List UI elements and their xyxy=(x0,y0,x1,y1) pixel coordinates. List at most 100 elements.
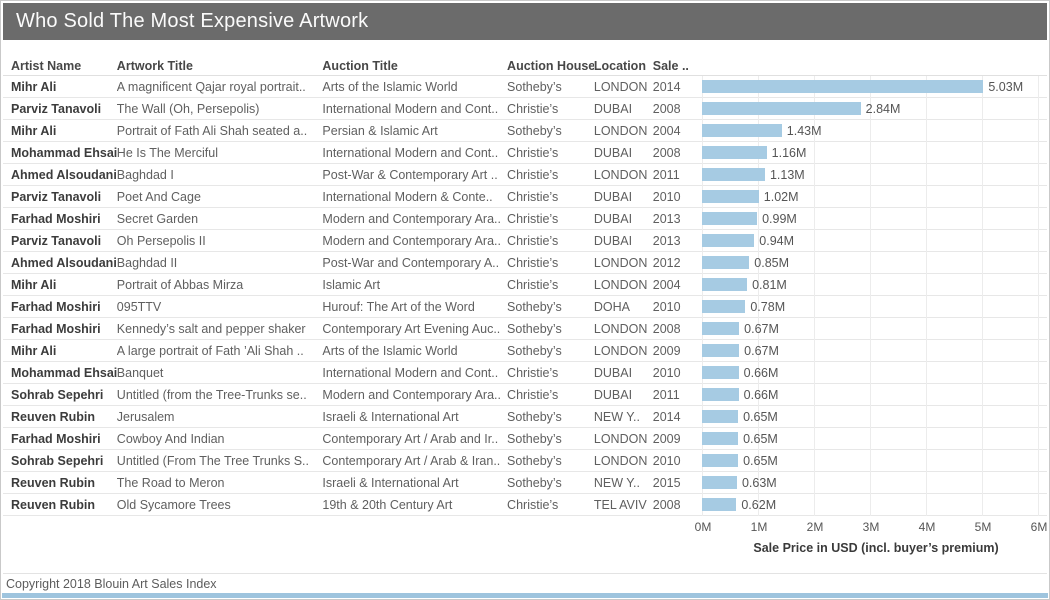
cell-auction-house: Christie’s xyxy=(507,101,559,116)
cell-artist-name: Reuven Rubin xyxy=(11,497,96,512)
sale-price-bar[interactable] xyxy=(701,124,782,137)
sale-price-bar-cell: 0.81M xyxy=(701,273,1047,296)
cell-location: DUBAI xyxy=(593,233,633,248)
cell-auction-title: Contemporary Art / Arab & Iran.. xyxy=(322,453,501,468)
cell-auction-title: Hurouf: The Art of the Word xyxy=(322,299,475,314)
sale-price-bar[interactable] xyxy=(701,234,755,247)
sale-price-bar[interactable] xyxy=(701,498,737,511)
cell-auction-title: Modern and Contemporary Ara.. xyxy=(322,387,501,402)
sale-price-label: 0.81M xyxy=(752,277,787,292)
sale-price-bar[interactable] xyxy=(701,300,746,313)
cell-location: DUBAI xyxy=(593,387,633,402)
cell-sale-year: 2011 xyxy=(652,387,680,402)
cell-sale-year: 2013 xyxy=(652,233,681,248)
sale-price-bar[interactable] xyxy=(701,168,765,181)
sale-price-bar[interactable] xyxy=(701,432,739,445)
sale-price-bar[interactable] xyxy=(701,212,758,225)
column-header-auction-house[interactable]: Auction House xyxy=(507,58,594,73)
sale-price-bar-cell: 1.16M xyxy=(701,141,1047,164)
cell-auction-house: Christie’s xyxy=(507,277,559,292)
cell-location: DUBAI xyxy=(593,145,633,160)
cell-location: LONDON xyxy=(593,123,648,138)
cell-auction-house: Christie’s xyxy=(507,497,559,512)
sale-price-bar[interactable] xyxy=(701,476,737,489)
sale-price-bar[interactable] xyxy=(701,366,739,379)
cell-auction-title: Contemporary Art / Arab and Ir.. xyxy=(322,431,499,446)
sale-price-label: 1.43M xyxy=(786,123,822,138)
cell-sale-year: 2014 xyxy=(652,409,681,424)
sale-price-bar[interactable] xyxy=(701,190,759,203)
cell-sale-year: 2013 xyxy=(652,211,681,226)
sale-price-bar-cell: 1.02M xyxy=(701,185,1047,208)
sale-price-bar[interactable] xyxy=(701,388,739,401)
sale-price-bar-cell: 0.67M xyxy=(701,339,1047,362)
cell-auction-house: Christie’s xyxy=(507,365,559,380)
table-row: Parviz Tanavoli The Wall (Oh, Persepolis)… xyxy=(3,97,1047,120)
x-axis-tick-label: 3M xyxy=(862,520,880,534)
sale-price-label: 0.63M xyxy=(741,475,777,490)
cell-location: DUBAI xyxy=(593,101,633,116)
column-header-sale-date[interactable]: Sale .. xyxy=(652,58,689,73)
sale-price-bar[interactable] xyxy=(701,146,767,159)
cell-artist-name: Parviz Tanavoli xyxy=(11,189,102,204)
viz-title-bar: Who Sold The Most Expensive Artwork xyxy=(3,3,1047,40)
cell-sale-year: 2010 xyxy=(652,453,681,468)
cell-sale-year: 2008 xyxy=(652,497,681,512)
cell-auction-house: Sotheby’s xyxy=(507,475,562,490)
table-row: Mihr Ali Portrait of Abbas Mirza Islamic A… xyxy=(3,273,1047,296)
table-row: Ahmed Alsoudani Baghdad I Post-War & Conte… xyxy=(3,163,1047,186)
cell-location: LONDON xyxy=(593,453,648,468)
cell-artwork-title: The Wall (Oh, Persepolis) xyxy=(116,101,260,116)
sale-price-bar-cell: 0.62M xyxy=(701,493,1047,516)
sale-price-bar[interactable] xyxy=(701,344,740,357)
cell-location: DUBAI xyxy=(593,189,633,204)
table-row: Ahmed Alsoudani Baghdad II Post-War and Co… xyxy=(3,251,1047,274)
cell-artwork-title: The Road to Meron xyxy=(116,475,225,490)
column-header-artwork-title[interactable]: Artwork Title xyxy=(116,58,193,73)
cell-artwork-title: He Is The Merciful xyxy=(116,145,218,160)
cell-artist-name: Sohrab Sepehri xyxy=(11,387,104,402)
cell-artwork-title: Jerusalem xyxy=(116,409,175,424)
cell-artwork-title: 095TTV xyxy=(116,299,162,314)
sale-price-bar[interactable] xyxy=(701,102,861,115)
sale-price-bar[interactable] xyxy=(701,410,739,423)
cell-auction-title: Persian & Islamic Art xyxy=(322,123,438,138)
sale-price-bar[interactable] xyxy=(701,322,740,335)
cell-auction-title: Islamic Art xyxy=(322,277,381,292)
sale-price-bar-cell: 0.65M xyxy=(701,449,1047,472)
cell-auction-house: Sotheby’s xyxy=(507,79,562,94)
sale-price-bar[interactable] xyxy=(701,256,750,269)
x-axis-tick-label: 1M xyxy=(750,520,768,534)
table-row: Mohammad Ehsai Banquet International Moder… xyxy=(3,361,1047,384)
cell-location: LONDON xyxy=(593,255,648,270)
column-header-chart-spacer xyxy=(702,55,1047,77)
cell-auction-house: Christie’s xyxy=(507,167,559,182)
sale-price-label: 1.02M xyxy=(763,189,799,204)
sale-price-bar[interactable] xyxy=(701,278,748,291)
sale-price-label: 0.67M xyxy=(744,321,779,336)
cell-artwork-title: A magnificent Qajar royal portrait.. xyxy=(116,79,306,94)
cell-auction-title: International Modern and Cont.. xyxy=(322,101,499,116)
table-row: Sohrab Sepehri Untitled (From The Tree Tr… xyxy=(3,449,1047,472)
cell-location: DUBAI xyxy=(593,211,633,226)
sale-price-label: 0.65M xyxy=(743,453,778,468)
cell-artwork-title: A large portrait of Fath ’Ali Shah .. xyxy=(116,343,304,358)
cell-location: LONDON xyxy=(593,431,648,446)
sale-price-bar[interactable] xyxy=(701,454,739,467)
cell-sale-year: 2010 xyxy=(652,365,681,380)
sale-price-label: 0.99M xyxy=(762,211,797,226)
column-header-location[interactable]: Location xyxy=(593,58,646,73)
column-header-artist-name[interactable]: Artist Name xyxy=(11,58,82,73)
column-header-auction-title[interactable]: Auction Title xyxy=(322,58,398,73)
cell-artist-name: Sohrab Sepehri xyxy=(11,453,104,468)
sale-price-bar[interactable] xyxy=(701,80,984,93)
bottom-accent-strip xyxy=(2,593,1048,598)
sale-price-label: 0.85M xyxy=(754,255,790,270)
cell-sale-year: 2014 xyxy=(652,79,681,94)
table-row: Sohrab Sepehri Untitled (from the Tree-Tr… xyxy=(3,383,1047,406)
sale-price-label: 0.78M xyxy=(750,299,786,314)
cell-artist-name: Mihr Ali xyxy=(11,123,57,138)
cell-sale-year: 2004 xyxy=(652,277,681,292)
sale-price-label: 2.84M xyxy=(865,101,901,116)
cell-artist-name: Parviz Tanavoli xyxy=(11,101,102,116)
